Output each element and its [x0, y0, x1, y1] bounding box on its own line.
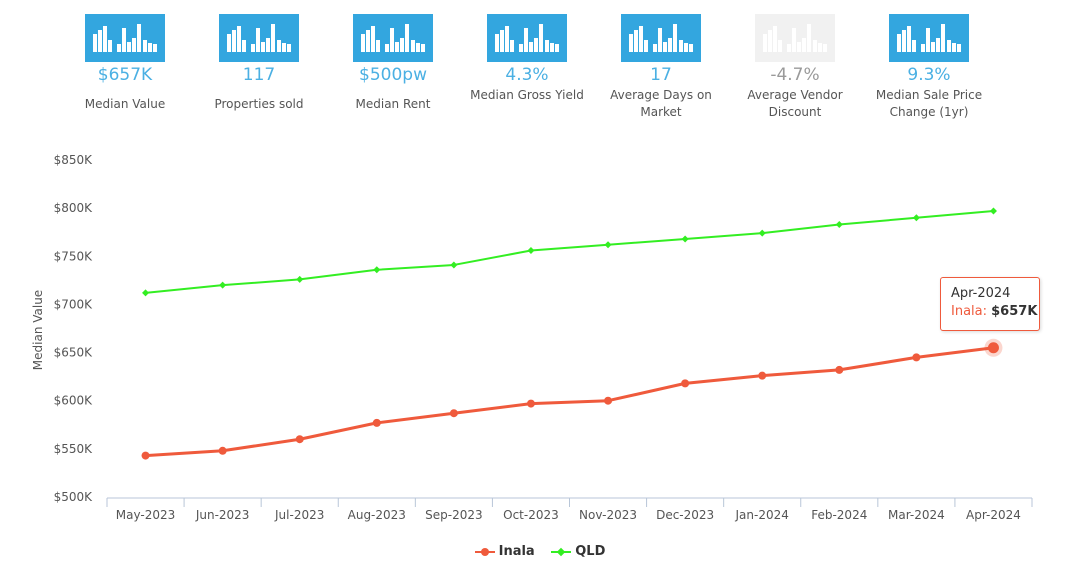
data-point-qld: [604, 241, 612, 249]
stat-value: -4.7%: [770, 65, 820, 85]
data-point-qld: [142, 289, 150, 297]
data-point-inala: [835, 365, 844, 374]
data-point-inala: [141, 451, 150, 460]
stat-2: $500pw Median Rent: [326, 14, 460, 113]
stat-value: $657K: [97, 65, 153, 85]
legend-inala-label: Inala: [498, 544, 535, 559]
stat-label: Properties sold: [214, 97, 304, 111]
x-tick-label: Mar-2024: [888, 508, 945, 522]
stat-value: 17: [650, 65, 672, 85]
y-tick-label: $800K: [54, 201, 94, 215]
legend-qld-marker-icon: [551, 547, 572, 557]
y-tick-label: $500K: [54, 490, 94, 504]
y-tick-label: $650K: [54, 346, 94, 360]
stat-5: -4.7% Average Vendor Discount: [728, 14, 862, 121]
y-axis-title: Median Value: [31, 290, 45, 370]
chart-tooltip: Apr-2024 Inala: $657K: [940, 277, 1040, 331]
x-tick-label: Jul-2023: [274, 508, 324, 522]
data-point-qld: [835, 221, 843, 229]
data-point-qld: [758, 229, 766, 237]
data-point-qld: [450, 261, 458, 269]
data-point-qld: [681, 235, 689, 243]
stat-1: 117 Properties sold: [192, 14, 326, 113]
bar-chart-icon[interactable]: [621, 14, 701, 62]
y-tick-label: $750K: [54, 249, 94, 263]
stat-4: 17 Average Days on Market: [594, 14, 728, 121]
data-point-qld: [373, 266, 381, 274]
bar-chart-icon[interactable]: [219, 14, 299, 62]
hover-point: [987, 342, 999, 354]
data-point-inala: [681, 379, 690, 388]
bar-chart-icon[interactable]: [889, 14, 969, 62]
stat-0: $657K Median Value: [58, 14, 192, 113]
tooltip-series-name: Inala: [951, 304, 983, 319]
y-tick-label: $700K: [54, 297, 94, 311]
x-tick-label: Aug-2023: [348, 508, 406, 522]
data-point-inala: [372, 418, 381, 427]
stat-label: Median Value: [84, 97, 166, 111]
y-tick-label: $850K: [54, 153, 94, 167]
series-line-qld: [145, 210, 994, 294]
x-tick-label: Jan-2024: [735, 508, 789, 522]
stat-value: 117: [242, 65, 276, 85]
x-tick-label: Jun-2023: [195, 508, 250, 522]
stat-label: Median Rent: [355, 97, 431, 111]
tooltip-value: $657K: [991, 304, 1038, 319]
legend-item-inala[interactable]: Inala: [474, 544, 535, 559]
median-value-chart: $500K $550K $600K $650K $700K $750K $800K $850K…: [31, 153, 1033, 522]
stat-value: 9.3%: [907, 65, 951, 85]
bar-chart-icon[interactable]: [353, 14, 433, 62]
stat-label: Average Days on Market: [610, 88, 712, 119]
stat-label: Median Sale Price Change (1yr): [875, 88, 983, 119]
series-line-inala: [145, 346, 994, 458]
bar-chart-icon[interactable]: [85, 14, 165, 62]
data-point-inala: [604, 396, 613, 405]
data-point-qld: [527, 247, 535, 255]
data-point-qld: [219, 281, 227, 289]
stat-value: $500pw: [359, 65, 427, 85]
x-tick-label: May-2023: [116, 508, 175, 522]
legend-item-qld[interactable]: QLD: [551, 544, 605, 559]
stats-row: $657K Median Value 117 Properties sold $500p…: [0, 0, 1080, 140]
x-tick-label: Nov-2023: [579, 508, 637, 522]
data-point-qld: [989, 207, 997, 215]
x-tick-label: Oct-2023: [503, 508, 559, 522]
y-tick-label: $600K: [54, 394, 94, 408]
bar-chart-icon[interactable]: [755, 14, 835, 62]
stat-3: 4.3% Median Gross Yield: [460, 14, 594, 104]
chart-legend: Inala QLD: [0, 544, 1080, 559]
legend-inala-marker-icon: [474, 547, 495, 557]
data-point-inala: [526, 399, 535, 408]
stat-label: Median Gross Yield: [470, 88, 584, 102]
data-point-qld: [912, 214, 920, 222]
x-tick-label: Feb-2024: [811, 508, 867, 522]
x-tick-label: Dec-2023: [656, 508, 714, 522]
stat-value: 4.3%: [505, 65, 549, 85]
data-point-inala: [295, 435, 304, 444]
data-point-inala: [758, 371, 767, 380]
stat-6: 9.3% Median Sale Price Change (1yr): [862, 14, 996, 121]
x-tick-label: Sep-2023: [425, 508, 483, 522]
data-point-inala: [449, 409, 458, 418]
data-point-qld: [296, 275, 304, 283]
tooltip-category: Apr-2024: [951, 286, 1011, 301]
legend-qld-label: QLD: [575, 544, 606, 559]
stat-label: Average Vendor Discount: [747, 88, 843, 119]
bar-chart-icon[interactable]: [487, 14, 567, 62]
y-tick-label: $550K: [54, 442, 94, 456]
data-point-inala: [912, 353, 921, 362]
data-point-inala: [218, 446, 227, 455]
x-tick-label: Apr-2024: [966, 508, 1021, 522]
